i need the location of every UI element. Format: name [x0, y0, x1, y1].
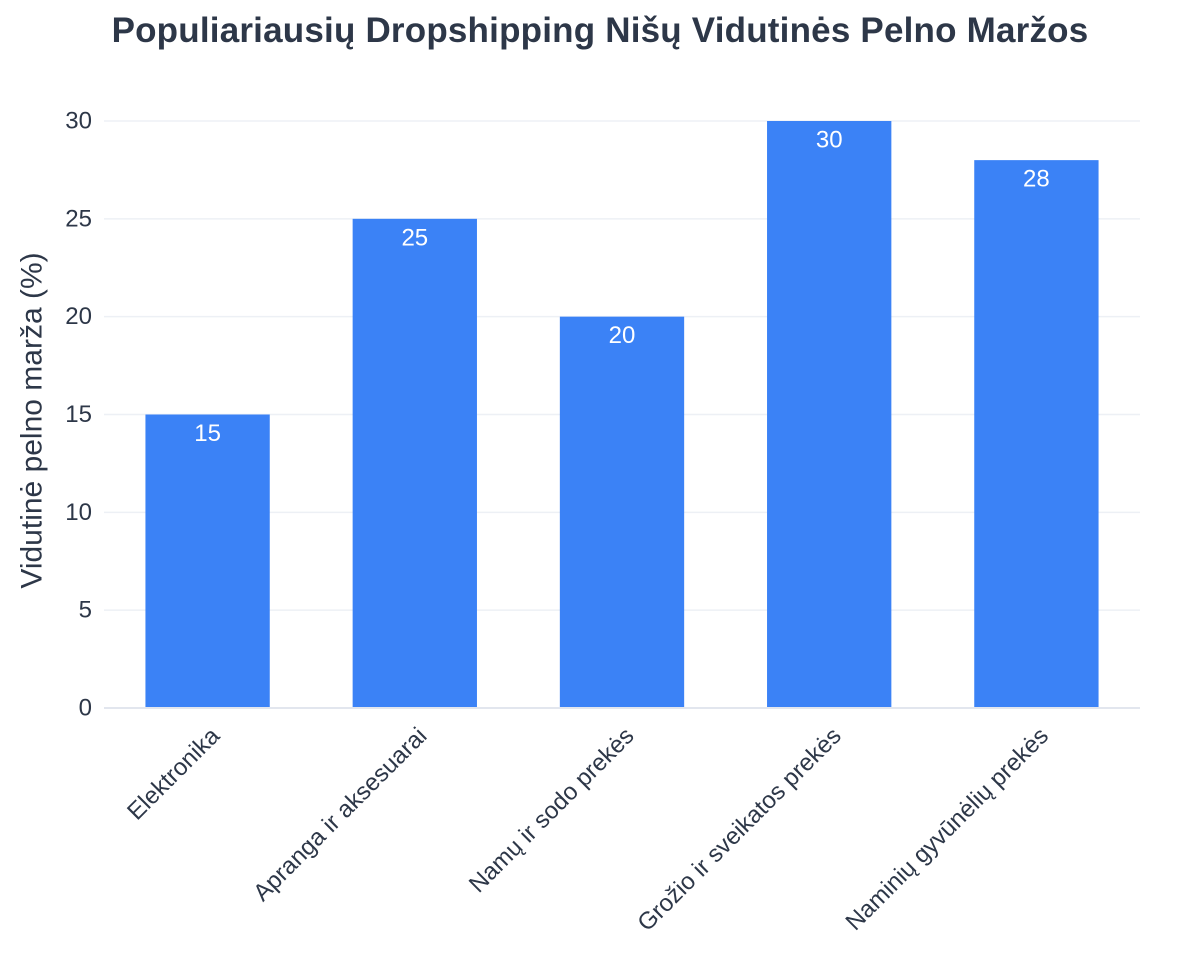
- y-tick-label: 10: [65, 499, 92, 526]
- x-tick-label: Apranga ir aksesuarai: [248, 722, 432, 906]
- bar-value-label: 20: [609, 322, 636, 349]
- chart-title: Populiariausių Dropshipping Nišų Vidutin…: [111, 11, 1089, 50]
- x-tick-label: Grožio ir sveikatos prekės: [632, 722, 846, 936]
- y-tick-label: 20: [65, 303, 92, 330]
- bar-3[interactable]: [559, 316, 685, 708]
- bar-value-label: 15: [194, 420, 221, 447]
- bar-value-label: 25: [401, 224, 428, 251]
- bar-1[interactable]: [145, 414, 270, 709]
- y-tick-label: 30: [65, 108, 92, 135]
- bars-layer: [145, 121, 1099, 709]
- y-tick-label: 25: [65, 205, 92, 232]
- bar-2[interactable]: [352, 218, 477, 709]
- x-tick-label: Naminių gyvūnėlių prekės: [841, 722, 1054, 935]
- x-tick-label: Elektronika: [122, 722, 226, 826]
- x-tick-label: Namų ir sodo prekės: [464, 722, 640, 898]
- bar-value-label: 28: [1023, 166, 1050, 193]
- bar-5[interactable]: [974, 160, 1099, 709]
- y-tick-label: 15: [65, 401, 92, 428]
- y-axis-title: Vidutinė pelno marža (%): [16, 252, 49, 588]
- bar-value-label: 30: [816, 127, 843, 154]
- y-tick-label: 5: [79, 597, 92, 624]
- bar-4[interactable]: [767, 121, 892, 708]
- y-tick-label: 0: [79, 695, 92, 722]
